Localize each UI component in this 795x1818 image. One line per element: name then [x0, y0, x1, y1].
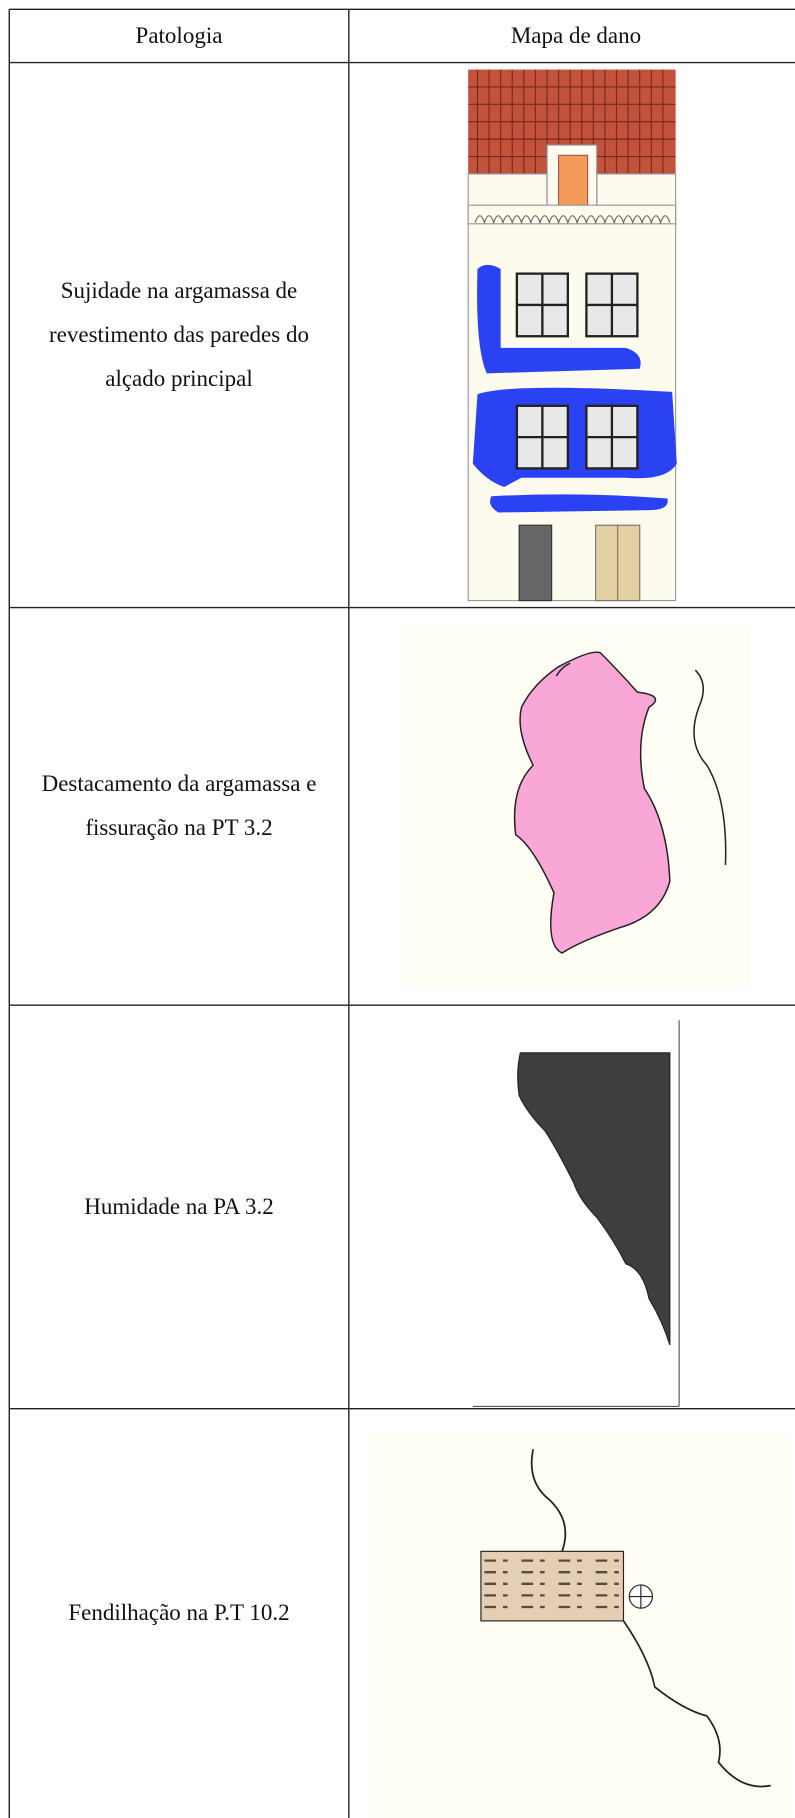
header-cell: Patologia [135, 23, 223, 48]
pathology-cell: Destacamento da argamassa e fissuração n… [41, 771, 317, 840]
header-cell: Mapa de dano [510, 23, 642, 48]
pathology-cell: Humidade na PA 3.2 [84, 1193, 274, 1219]
humidity-illustration [472, 1020, 680, 1407]
crack-illustration [370, 1435, 789, 1818]
pathology-cell: Fendilhação na P.T 10.2 [68, 1600, 290, 1625]
table-grid [8, 8, 795, 1818]
facade-illustration [467, 69, 677, 602]
pathology-cell: Sujidade na argamassa de revestimento da… [49, 278, 309, 391]
detachment-illustration [403, 626, 751, 988]
